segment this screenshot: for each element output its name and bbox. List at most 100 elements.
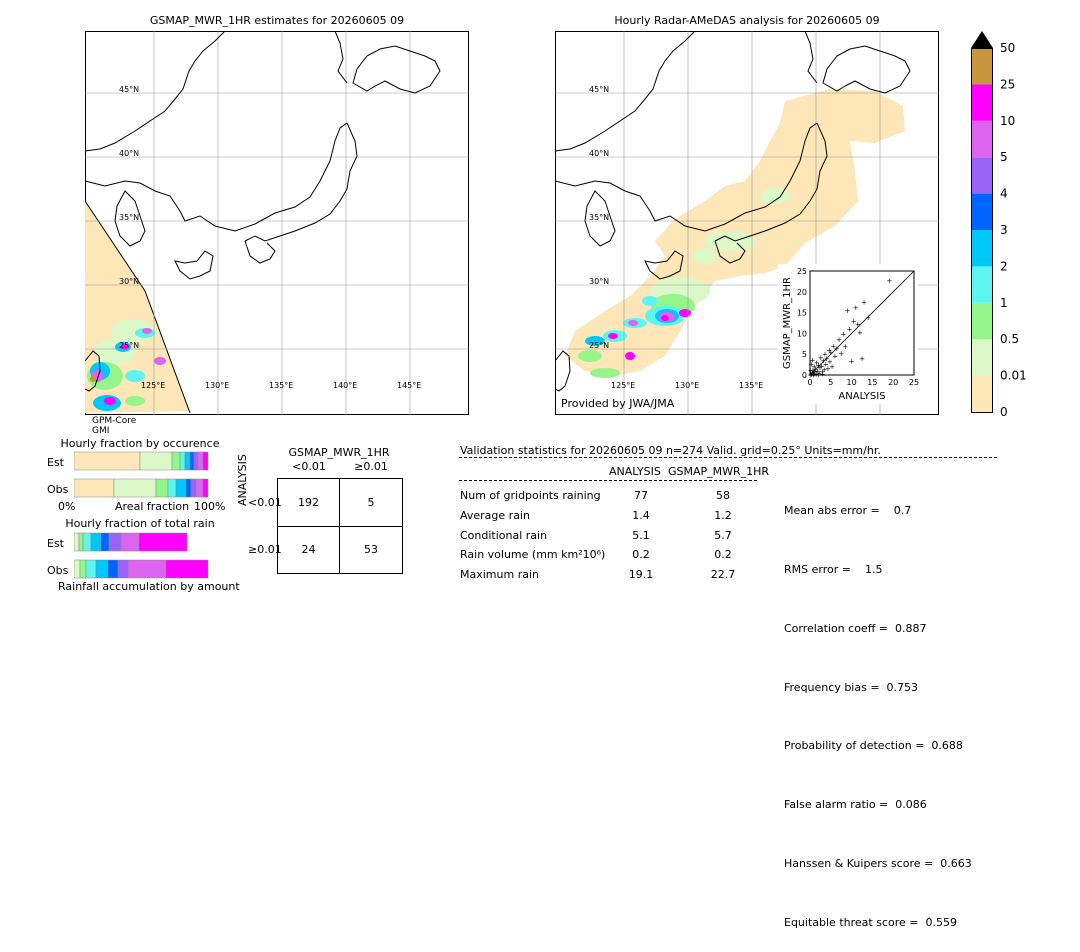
colorbar-label: 0.01	[1000, 369, 1027, 383]
contingency-row2: ≥0.01	[248, 543, 282, 556]
contingency-col1: <0.01	[292, 460, 326, 473]
colorbar-segment	[971, 48, 993, 85]
colorbar-label: 3	[1000, 223, 1008, 237]
contingency-grid: 192 5 24 53	[277, 478, 403, 574]
scatter-point: +	[857, 329, 863, 337]
colorbar-segment	[971, 157, 993, 194]
scatter-point: +	[809, 371, 815, 379]
occurrence-title: Hourly fraction by occurence	[60, 437, 220, 450]
scatter-point: +	[822, 351, 828, 359]
scatter-ytick: 5	[802, 350, 807, 359]
left-lat-40: 40°N	[119, 149, 139, 158]
left-map-title: GSMAP_MWR_1HR estimates for 20260605 09	[149, 14, 405, 27]
scatter-point: +	[810, 367, 816, 375]
score-mae: Mean abs error = 0.7	[784, 504, 912, 518]
left-map-coastline	[85, 31, 441, 392]
occ-axis-right: 100%	[194, 500, 226, 513]
contingency-cell-3: 24	[301, 543, 316, 556]
colorbar-segment	[971, 339, 993, 376]
scatter-point: +	[821, 366, 827, 374]
score-rmse: RMS error = 1.5	[784, 562, 883, 576]
left-lat-45: 45°N	[119, 85, 139, 94]
colorbar-segment	[971, 266, 993, 303]
score-freq-bias: Frequency bias = 0.753	[784, 680, 919, 694]
contingency-col2: ≥0.01	[354, 460, 388, 473]
contingency-cell-2: 5	[367, 496, 375, 509]
scatter-xtick: 10	[847, 378, 857, 387]
scatter-ytick: 15	[797, 309, 807, 318]
left-lon-130: 130°E	[205, 381, 229, 390]
scatter-point: +	[811, 363, 817, 371]
occ-obs-label: Obs	[47, 483, 69, 496]
left-lon-145: 145°E	[397, 381, 421, 390]
stat-row-5-gsmap: 22.7	[710, 568, 736, 581]
contingency-cell-1: 192	[298, 496, 319, 509]
right-lat-30: 30°N	[589, 277, 609, 286]
scatter-point: +	[830, 342, 836, 350]
scatter-point: +	[808, 370, 814, 378]
scatter-point: +	[834, 345, 840, 353]
validation-header-rule	[459, 457, 997, 458]
colorbar-segment	[971, 193, 993, 230]
colorbar-segment	[971, 84, 993, 121]
right-lon-135: 135°E	[739, 381, 763, 390]
occurrence-bars	[74, 451, 209, 498]
scatter-point: +	[824, 355, 830, 363]
scatter-point: +	[829, 363, 835, 371]
scatter-point: +	[816, 369, 822, 377]
scatter-point: +	[810, 372, 816, 380]
scatter-point: +	[814, 359, 820, 367]
scatter-xlabel: ANALYSIS	[838, 391, 885, 402]
tr-obs-label: Obs	[47, 564, 69, 577]
right-map-coastline	[555, 31, 911, 392]
occ-axis-left: 0%	[58, 500, 76, 513]
scatter-ytick: 10	[797, 329, 807, 338]
scatter-xtick: 15	[867, 378, 877, 387]
scatter-xtick: 5	[828, 378, 833, 387]
stat-row-4-label: Rain volume (mm km²10⁶)	[460, 548, 606, 561]
scatter-point: +	[845, 307, 851, 315]
score-pod: Probability of detection = 0.688	[784, 739, 963, 753]
tr-est-bar	[74, 532, 188, 552]
scatter-point: +	[811, 370, 817, 378]
stat-row-1-analysis: 77	[634, 489, 648, 502]
scatter-ytick: 25	[797, 267, 807, 276]
scatter-point: +	[812, 368, 818, 376]
sensor-line2: GMI	[92, 426, 110, 436]
stat-row-2-label: Average rain	[460, 509, 530, 522]
right-map-title: Hourly Radar-AMeDAS analysis for 2026060…	[614, 14, 880, 27]
colorbar-label: 4	[1000, 187, 1008, 201]
colorbar-label: 25	[1000, 77, 1015, 91]
left-lon-140: 140°E	[333, 381, 357, 390]
validation-col-analysis: ANALYSIS	[609, 465, 661, 478]
scatter-point: +	[838, 350, 844, 358]
stat-row-3-analysis: 5.1	[632, 529, 650, 542]
scatter-point: +	[887, 277, 893, 285]
stat-row-2-analysis: 1.4	[632, 509, 650, 522]
right-map-rain	[578, 188, 790, 378]
sensor-line1: GPM-Core	[92, 416, 137, 426]
left-lon-135: 135°E	[269, 381, 293, 390]
occ-est-bar	[74, 451, 209, 471]
stat-row-1-gsmap: 58	[716, 489, 730, 502]
scatter-point: +	[849, 357, 855, 365]
colorbar-label: 1	[1000, 296, 1008, 310]
scatter-xtick: 0	[807, 378, 812, 387]
score-corr: Correlation coeff = 0.887	[784, 621, 927, 635]
colorbar-segment	[971, 302, 993, 340]
stat-row-1-label: Num of gridpoints raining	[460, 489, 601, 502]
stat-row-4-gsmap: 0.2	[714, 548, 732, 561]
right-map-credit: Provided by JWA/JMA	[561, 397, 675, 410]
scatter-point: +	[812, 365, 818, 373]
occ-obs-bar	[74, 478, 209, 498]
scatter-point: +	[818, 354, 824, 362]
stat-row-4-analysis: 0.2	[632, 548, 650, 561]
scatter-point: +	[810, 357, 816, 365]
scatter-xtick: 20	[888, 378, 898, 387]
scatter-point: +	[859, 355, 865, 363]
contingency-row1: <0.01	[248, 496, 282, 509]
right-lat-45: 45°N	[589, 85, 609, 94]
scatter-point: +	[851, 317, 857, 325]
occ-est-label: Est	[47, 456, 64, 469]
validation-header: Validation statistics for 20260605 09 n=…	[460, 444, 881, 457]
